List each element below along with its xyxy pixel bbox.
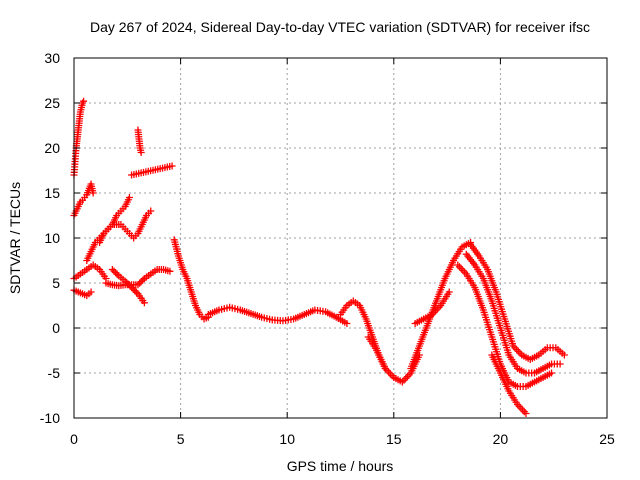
data-point xyxy=(87,288,95,296)
data-point xyxy=(147,207,155,215)
data-point xyxy=(126,282,134,290)
data-point xyxy=(556,360,564,368)
series-fall-b xyxy=(462,250,564,377)
data-point xyxy=(112,269,120,277)
y-tick-label: 5 xyxy=(52,275,60,291)
series-isolated xyxy=(128,162,176,179)
y-tick-label: 0 xyxy=(52,320,60,336)
series-rising-c xyxy=(70,261,110,282)
data-point xyxy=(80,97,88,105)
series-flat-mid xyxy=(204,303,351,327)
data-point xyxy=(445,288,453,296)
data-point xyxy=(131,287,139,295)
x-tick-label: 0 xyxy=(70,431,78,447)
series-trough-15 xyxy=(364,333,423,386)
series-descending-d xyxy=(108,266,148,307)
data-point xyxy=(548,369,556,377)
y-tick-label: 20 xyxy=(44,140,60,156)
data-point xyxy=(522,410,530,417)
data-point xyxy=(343,320,351,327)
x-tick-label: 10 xyxy=(279,431,295,447)
y-tick-label: -5 xyxy=(48,365,61,381)
data-points xyxy=(70,97,568,417)
series-fall-c xyxy=(454,261,556,390)
x-tick-label: 5 xyxy=(177,431,185,447)
y-tick-label: -10 xyxy=(40,410,60,426)
data-point xyxy=(166,267,174,275)
series-low-early xyxy=(70,286,95,300)
data-point xyxy=(137,149,145,156)
series-cluster-17 xyxy=(411,288,453,327)
data-point xyxy=(132,288,140,296)
data-point xyxy=(136,279,144,287)
data-point xyxy=(134,281,142,289)
data-point xyxy=(124,280,132,288)
x-tick-label: 15 xyxy=(386,431,402,447)
series-fall-d xyxy=(488,351,530,417)
series-drop-after-5 xyxy=(170,236,212,323)
data-point xyxy=(140,299,148,307)
data-point xyxy=(89,189,97,197)
series-rising-b xyxy=(96,207,155,246)
data-point xyxy=(560,351,568,359)
grid xyxy=(74,58,607,418)
data-point xyxy=(125,194,133,201)
series-main-rise xyxy=(407,239,475,372)
data-point xyxy=(123,279,131,287)
chart-title: Day 267 of 2024, Sidereal Day-to-day VTE… xyxy=(90,19,590,35)
x-tick-label: 20 xyxy=(493,431,509,447)
data-point xyxy=(113,270,121,278)
data-point xyxy=(129,285,137,293)
y-axis-label: SDTVAR / TECUs xyxy=(7,182,23,294)
data-point xyxy=(168,162,176,170)
data-point xyxy=(139,276,147,284)
y-tick-label: 10 xyxy=(44,230,60,246)
y-tick-label: 25 xyxy=(44,95,60,111)
data-point xyxy=(128,284,136,291)
series-peak-3h xyxy=(134,126,145,156)
x-axis-label: GPS time / hours xyxy=(287,458,394,474)
series-fall-a xyxy=(467,240,568,363)
y-tick-label: 15 xyxy=(44,185,60,201)
ticks: 0 5 10 15 20 25 -10 -5 0 5 10 15 20 25 30 xyxy=(40,50,615,447)
x-tick-label: 25 xyxy=(599,431,615,447)
data-point xyxy=(108,266,116,273)
data-point xyxy=(110,267,118,275)
data-point xyxy=(121,277,129,285)
data-point xyxy=(137,278,145,286)
series-high-early xyxy=(70,97,88,179)
y-tick-label: 30 xyxy=(44,50,60,66)
